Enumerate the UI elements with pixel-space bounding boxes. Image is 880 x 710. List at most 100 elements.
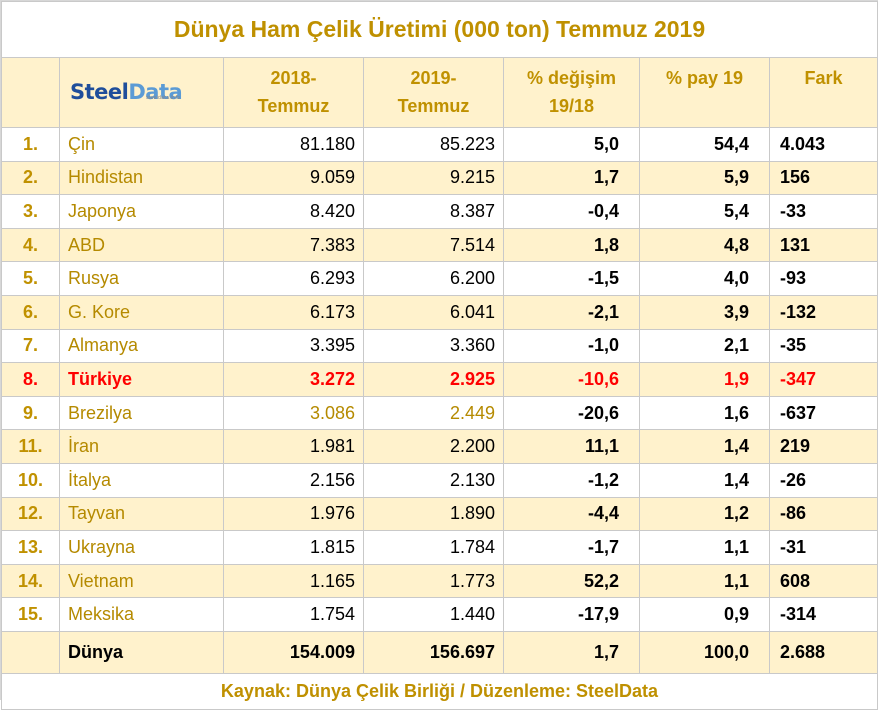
change-percent-cell: 1,8 [503, 227, 640, 263]
change-percent-cell: -1,5 [503, 261, 640, 296]
change-percent-cell: -20,6 [503, 395, 640, 431]
share-percent-cell: 2,1 [639, 328, 770, 364]
total-label-cell: Dünya [59, 630, 224, 674]
table-row: 1. Çin 81.180 85.223 5,0 54,4 4.043 [1, 127, 878, 162]
country-cell: G. Kore [59, 294, 224, 330]
production-2018-cell: 9.059 [223, 160, 364, 196]
change-percent-cell: 1,7 [503, 160, 640, 196]
difference-cell: -637 [769, 395, 878, 431]
col-change-header-line1: % değişim [526, 68, 617, 88]
difference-cell: -347 [769, 362, 878, 397]
source-row: Kaynak: Dünya Çelik Birliği / Düzenleme:… [1, 672, 878, 710]
share-percent-cell: 54,4 [639, 127, 770, 162]
production-2019-cell: 1.773 [363, 563, 504, 599]
total-2019-cell: 156.697 [363, 630, 504, 674]
total-rank-cell [1, 630, 60, 674]
rank-cell: 9. [1, 395, 60, 431]
table-row: 7. Almanya 3.395 3.360 -1,0 2,1 -35 [1, 328, 878, 364]
production-2019-cell: 2.130 [363, 462, 504, 498]
country-cell: Meksika [59, 597, 224, 632]
change-percent-cell: 52,2 [503, 563, 640, 599]
share-percent-cell: 1,6 [639, 395, 770, 431]
title-row: Dünya Ham Çelik Üretimi (000 ton) Temmuz… [1, 1, 878, 58]
table-row: 9. Brezilya 3.086 2.449 -20,6 1,6 -637 [1, 395, 878, 431]
production-2019-cell: 8.387 [363, 194, 504, 229]
source-note: Kaynak: Dünya Çelik Birliği / Düzenleme:… [1, 672, 878, 710]
production-2019-cell: 3.360 [363, 328, 504, 364]
production-2019-cell: 2.449 [363, 395, 504, 431]
share-percent-cell: 3,9 [639, 294, 770, 330]
difference-cell: -314 [769, 597, 878, 632]
rank-cell: 3. [1, 194, 60, 229]
total-change-cell: 1,7 [503, 630, 640, 674]
country-cell: Tayvan [59, 496, 224, 532]
rank-cell: 12. [1, 496, 60, 532]
table-title: Dünya Ham Çelik Üretimi (000 ton) Temmuz… [1, 1, 878, 58]
share-percent-cell: 1,4 [639, 462, 770, 498]
country-cell: İtalya [59, 462, 224, 498]
table-row: 3. Japonya 8.420 8.387 -0,4 5,4 -33 [1, 194, 878, 229]
production-2018-cell: 6.173 [223, 294, 364, 330]
table-row: 10. İtalya 2.156 2.130 -1,2 1,4 -26 [1, 462, 878, 498]
difference-cell: -132 [769, 294, 878, 330]
header-row: SteelData steeldata.info 2018- Temmuz 2019… [1, 57, 878, 128]
difference-cell: 4.043 [769, 127, 878, 162]
col-diff-header: Fark [769, 57, 878, 128]
country-cell: Vietnam [59, 563, 224, 599]
rank-cell: 15. [1, 597, 60, 632]
difference-cell: -33 [769, 194, 878, 229]
rank-cell: 7. [1, 328, 60, 364]
change-percent-cell: -2,1 [503, 294, 640, 330]
rank-cell: 2. [1, 160, 60, 196]
table-row: 12. Tayvan 1.976 1.890 -4,4 1,2 -86 [1, 496, 878, 532]
country-cell: Çin [59, 127, 224, 162]
table-row: 2. Hindistan 9.059 9.215 1,7 5,9 156 [1, 160, 878, 196]
total-difference-cell: 2.688 [769, 630, 878, 674]
change-percent-cell: -1,0 [503, 328, 640, 364]
table-row: 11. İran 1.981 2.200 11,1 1,4 219 [1, 429, 878, 464]
change-percent-cell: -1,2 [503, 462, 640, 498]
production-2018-cell: 6.293 [223, 261, 364, 296]
production-2019-cell: 7.514 [363, 227, 504, 263]
total-2018-cell: 154.009 [223, 630, 364, 674]
rank-header [1, 57, 60, 128]
rank-cell: 1. [1, 127, 60, 162]
table-row: 13. Ukrayna 1.815 1.784 -1,7 1,1 -31 [1, 530, 878, 565]
difference-cell: 608 [769, 563, 878, 599]
table-row: 8. Türkiye 3.272 2.925 -10,6 1,9 -347 [1, 362, 878, 397]
col-2019-header-line1: 2019- [410, 68, 457, 88]
rank-cell: 8. [1, 362, 60, 397]
share-percent-cell: 5,4 [639, 194, 770, 229]
total-share-cell: 100,0 [639, 630, 770, 674]
col-2019-header-line2: Temmuz [397, 96, 470, 116]
change-percent-cell: 5,0 [503, 127, 640, 162]
difference-cell: -86 [769, 496, 878, 532]
country-cell: Rusya [59, 261, 224, 296]
logo-cell: SteelData steeldata.info [59, 57, 224, 128]
production-2018-cell: 3.272 [223, 362, 364, 397]
change-percent-cell: -4,4 [503, 496, 640, 532]
difference-cell: -26 [769, 462, 878, 498]
rank-cell: 6. [1, 294, 60, 330]
country-cell: Japonya [59, 194, 224, 229]
production-2019-cell: 6.200 [363, 261, 504, 296]
production-2018-cell: 8.420 [223, 194, 364, 229]
production-2019-cell: 1.890 [363, 496, 504, 532]
production-2019-cell: 6.041 [363, 294, 504, 330]
change-percent-cell: -1,7 [503, 530, 640, 565]
difference-cell: 219 [769, 429, 878, 464]
production-2018-cell: 1.981 [223, 429, 364, 464]
production-2018-cell: 1.815 [223, 530, 364, 565]
country-cell: Brezilya [59, 395, 224, 431]
col-change-header-line2: 19/18 [548, 96, 595, 116]
logo-tagline: steeldata.info [145, 95, 181, 101]
share-percent-cell: 4,8 [639, 227, 770, 263]
share-percent-cell: 1,1 [639, 563, 770, 599]
share-percent-cell: 5,9 [639, 160, 770, 196]
production-2018-cell: 7.383 [223, 227, 364, 263]
steeldata-logo: SteelData steeldata.info [70, 78, 183, 106]
rank-cell: 4. [1, 227, 60, 263]
rank-cell: 10. [1, 462, 60, 498]
change-percent-cell: 11,1 [503, 429, 640, 464]
